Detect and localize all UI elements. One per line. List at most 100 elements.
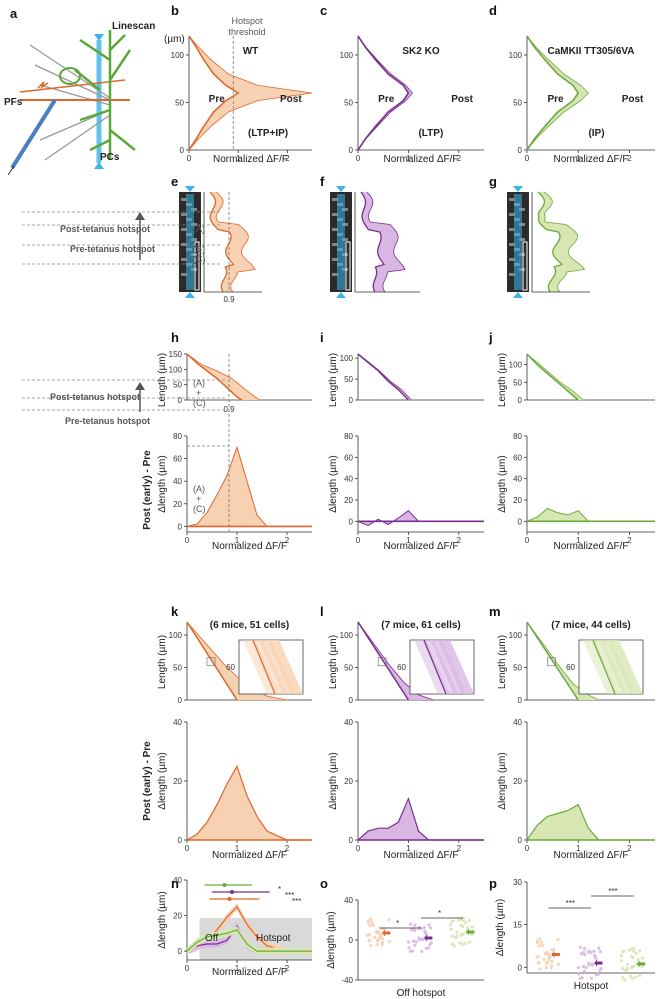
h-region-plus: +: [196, 388, 201, 398]
p-point: [535, 955, 539, 959]
row3-bottom-h-y-tick-label: 60: [173, 455, 182, 464]
o-point: [464, 921, 468, 925]
threshold-label-line: Hotspot: [231, 16, 263, 26]
g-pre-trace: [537, 191, 564, 293]
o-point: [378, 931, 382, 935]
p-point: [623, 968, 627, 972]
row3-ylabel-top-i: Length (µm): [328, 353, 339, 407]
row3-top-h-y-tick-label: 50: [173, 381, 182, 390]
row4-xlabel-k: Normalized ΔF/F: [212, 850, 287, 861]
threshold-label-line: threshold: [228, 27, 265, 37]
row3-top-pre-h: [186, 353, 243, 401]
n-ylabel: Δlength (µm): [157, 891, 168, 948]
panel-letter-g: g: [489, 174, 497, 189]
row3-bottom-j-x-tick-label: 0: [525, 536, 530, 545]
n-xlabel: Normalized ΔF/F: [212, 967, 287, 978]
p-point: [638, 949, 642, 953]
p-point: [632, 949, 636, 953]
pc-dendrite: [89, 138, 111, 152]
o-y-tick-label: 0: [349, 936, 354, 945]
h-pre-hotspot-label: Pre-tetanus hotspot: [65, 416, 150, 426]
row3-top-h-y-tick-label: 100: [169, 365, 183, 374]
row4-top-k-y-tick-label: 100: [169, 631, 183, 640]
row4-bottom-line-m: [526, 803, 655, 841]
p-point: [537, 961, 541, 965]
o-point: [420, 937, 425, 941]
pf-fiber: [29, 44, 111, 99]
p-point: [628, 974, 633, 978]
n-x-tick-label: 1: [235, 964, 240, 973]
p-point: [539, 940, 543, 944]
o-point: [371, 923, 375, 927]
row3-top-h-y-tick-label: 150: [169, 350, 183, 359]
xlabel-b: Normalized ΔF/F: [213, 154, 288, 165]
e-post-hotspot-label: Post-tetanus hotspot: [60, 224, 150, 234]
h-post-hotspot-label: Post-tetanus hotspot: [50, 392, 140, 402]
p-point: [547, 953, 551, 957]
f-texture: [332, 198, 338, 201]
h-bottom-region-a: (A): [193, 484, 205, 494]
n-y-tick-label: 40: [173, 876, 182, 885]
n-y-tick-label: 20: [173, 912, 182, 921]
p-point: [638, 973, 642, 978]
e-region-c: (C): [193, 254, 206, 264]
p-point: [550, 948, 554, 952]
p-point: [578, 945, 582, 950]
p-point: [538, 937, 542, 941]
row4-inset-tick-k: 60: [226, 663, 235, 672]
row4-inset-line-k: [252, 639, 276, 695]
row4-bottom-l-x-tick-label: 2: [457, 844, 462, 853]
row4-ylabel-bottom-k: Δlength (µm): [157, 752, 168, 809]
p-point: [627, 948, 631, 952]
h-bottom-region-plus: +: [196, 494, 201, 504]
e-texture: [181, 258, 187, 261]
row4-top-area-k: [187, 622, 287, 700]
n-x-tick-label: 0: [185, 964, 190, 973]
row3-bottom-line-h: [186, 445, 312, 527]
o-point: [463, 941, 467, 946]
row1-b-x-tick-label: 0: [187, 154, 192, 163]
panel-letter-p: p: [489, 876, 497, 891]
pc-dendrite: [109, 34, 126, 51]
row4-inset-tick-l: 60: [397, 663, 406, 672]
e-area: [210, 192, 256, 292]
o-point: [427, 946, 431, 950]
row4-top-k-y-tick-label: 0: [178, 696, 183, 705]
row4-xlabel-l: Normalized ΔF/F: [383, 850, 458, 861]
h-threshold-value: 0.9: [223, 405, 235, 414]
row3-top-pre-j: [526, 353, 579, 401]
f-scalebar: [345, 241, 351, 291]
row4-bottom-m-y-tick-label: 40: [513, 718, 522, 727]
o-point: [414, 940, 418, 944]
title-c: SK2 KO: [402, 46, 439, 57]
f-texture: [332, 243, 338, 246]
p-point: [556, 937, 560, 942]
linescan-arrow-bottom: [94, 162, 104, 169]
o-point: [449, 923, 453, 927]
row3-top-h-y-tick-label: 0: [178, 396, 183, 405]
post-label-c: Post: [451, 94, 473, 105]
row1-b-x-tick-label: 1: [236, 154, 241, 163]
post-line-c: [357, 35, 413, 151]
row4-inset-line-m: [592, 639, 616, 695]
g-texture: [509, 213, 515, 216]
o-point: [429, 926, 433, 930]
e-linescan-overlay: [186, 194, 194, 290]
o-point: [368, 939, 372, 943]
row4-top-m-y-tick-label: 50: [513, 664, 522, 673]
row3-top-post-h: [186, 353, 260, 401]
o-point: [380, 940, 385, 945]
row3-top-pre-i: [357, 353, 409, 401]
p-point: [537, 944, 541, 948]
row3-ylabel-bottom-i: Δlength (µm): [328, 455, 339, 512]
pfs-label: PFs: [4, 97, 23, 108]
o-point: [407, 946, 411, 950]
row3-bottom-h-x-tick-label: 2: [285, 536, 290, 545]
o-point: [456, 918, 461, 922]
row1-c-y-tick-label: 0: [349, 146, 354, 155]
e-arrow-top: [185, 186, 195, 192]
row1-c-y-tick-label: 50: [344, 99, 353, 108]
row1-b-y-tick-label: 100: [171, 51, 185, 60]
e-scalebar: [194, 241, 200, 291]
panel-letter-a: a: [10, 6, 18, 21]
